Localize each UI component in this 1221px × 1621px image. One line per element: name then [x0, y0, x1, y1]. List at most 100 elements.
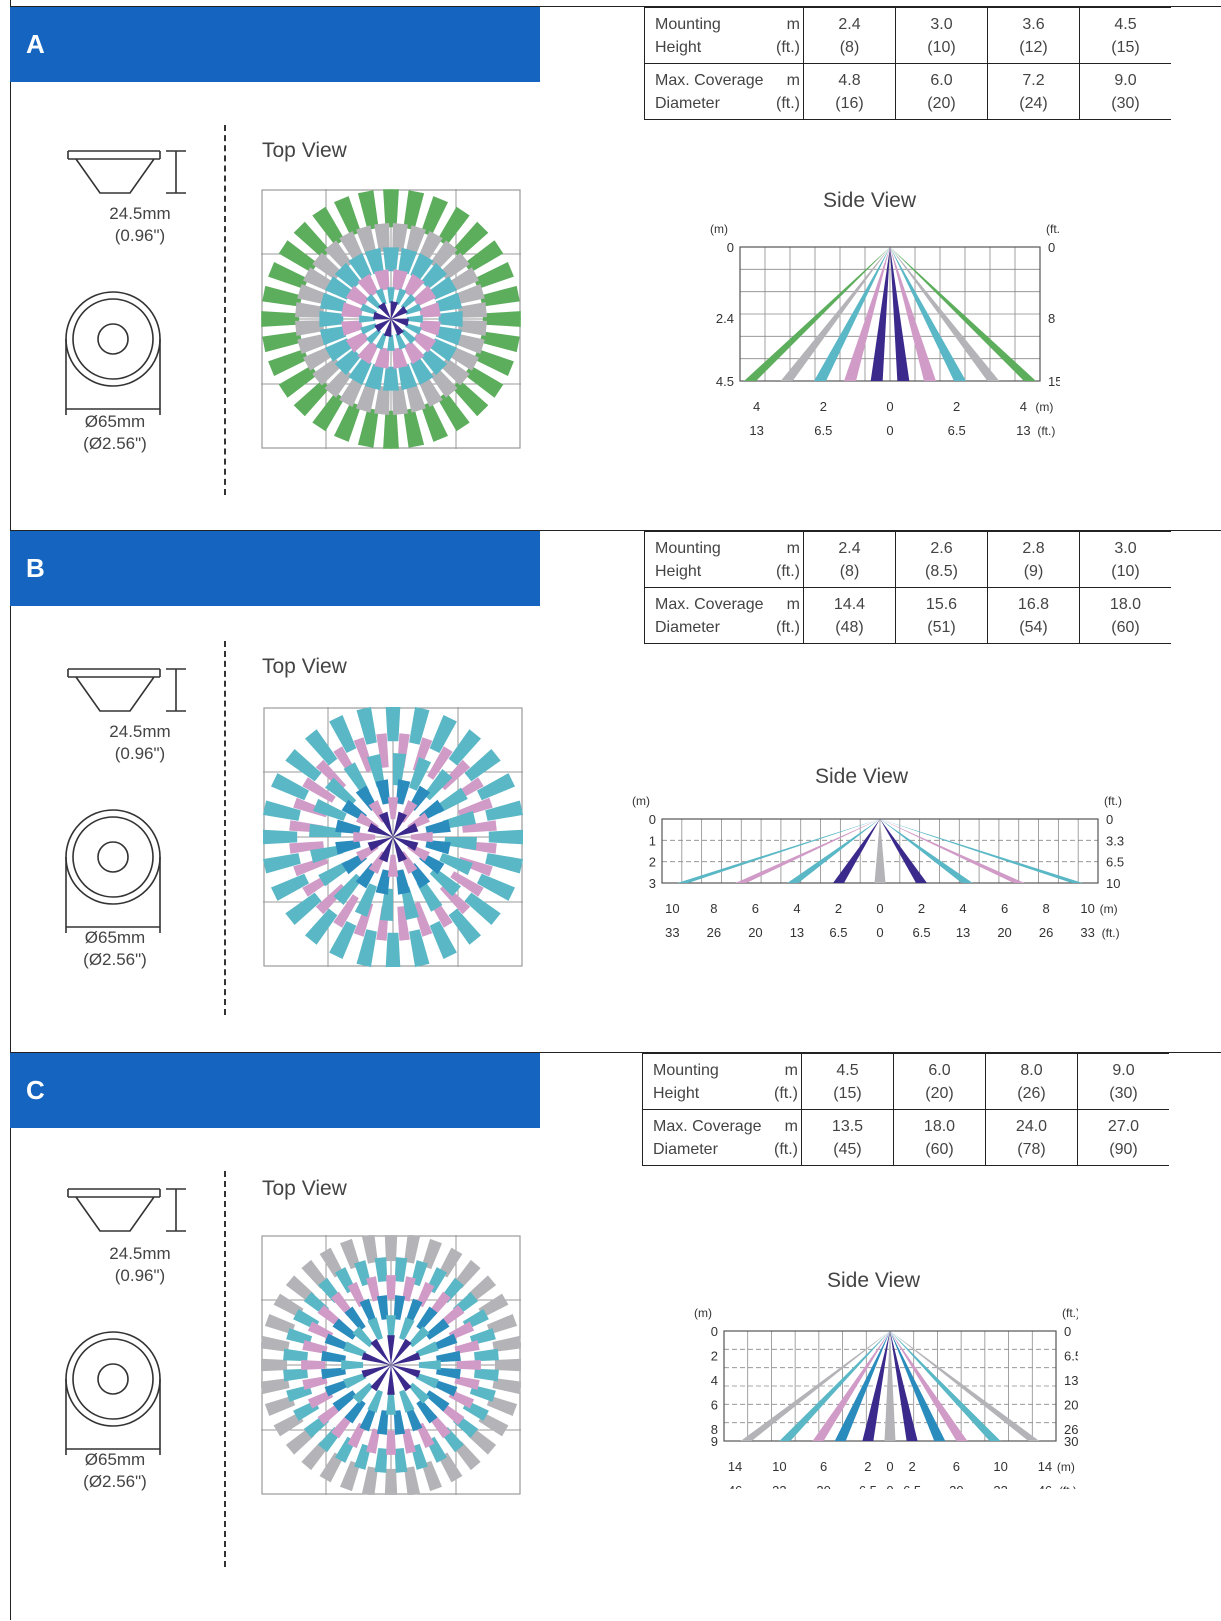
detection-zone [398, 247, 418, 275]
y-tick-label-right: 0 [1064, 1324, 1071, 1339]
detection-zone [347, 1281, 366, 1308]
detection-zone [477, 773, 515, 801]
x-tick-label-ft: 13 [956, 925, 970, 940]
detection-zone [415, 1373, 439, 1389]
detection-zone [440, 357, 470, 386]
detection-zone [391, 318, 409, 327]
detection-zone [403, 273, 425, 297]
detection-zone [319, 326, 347, 346]
y-tick-label-left: 0 [649, 812, 656, 827]
detection-zone [293, 380, 330, 417]
detection-zone [416, 1422, 435, 1449]
detection-beam [814, 247, 890, 381]
detection-zone [435, 787, 468, 814]
detection-zone [312, 252, 342, 281]
detection-zone-ring [261, 1235, 521, 1495]
detection-zone [262, 331, 302, 353]
detection-zone [404, 1235, 421, 1264]
detection-zone [268, 262, 309, 289]
detection-zone [273, 1412, 304, 1437]
detection-zone [356, 225, 377, 256]
detection-zone [473, 262, 514, 289]
table-cell: 2.4 (8) [803, 7, 896, 64]
section-b: B Mounting m Height (ft.) 2.4 (8) 2.6 (8.5) 2… [10, 530, 1221, 1055]
table-cell: 3.0 (10) [895, 7, 988, 64]
detection-zone [340, 1460, 361, 1492]
detection-beam [735, 819, 880, 883]
table-cell: 14.4 (48) [803, 587, 896, 644]
detection-zone [273, 1293, 304, 1318]
x-tick-label-ft: 0 [876, 925, 883, 940]
table-cell: 3.0 (10) [1079, 531, 1171, 588]
section-letter: C [26, 1075, 45, 1105]
detection-zone [400, 293, 417, 310]
detection-zone [448, 1321, 475, 1340]
detection-beam [874, 819, 886, 883]
section-banner: B [10, 531, 540, 606]
row-label: Mounting m Height (ft.) [644, 7, 804, 64]
detection-zone [343, 762, 370, 795]
x-tick-label-m: 2 [918, 901, 925, 916]
detection-zone [405, 382, 426, 413]
x-tick-label-m: 6 [1001, 901, 1008, 916]
detection-zone [348, 253, 372, 281]
row-label: Mounting m Height (ft.) [644, 531, 804, 588]
detection-zone [421, 1238, 442, 1270]
detection-zone [310, 845, 344, 863]
detection-zone [390, 301, 399, 319]
detection-zone [410, 253, 434, 281]
detection-zone [367, 1389, 383, 1413]
detection-zone-ring [309, 753, 477, 921]
detection-zone [301, 1441, 328, 1471]
lens-diameter-dimension: Ø65mm (Ø2.56") [83, 928, 147, 969]
x-tick-label-m: 0 [886, 1459, 893, 1474]
detection-zone [425, 819, 451, 834]
detection-zone [387, 1335, 395, 1365]
x-tick-label-m: 10 [993, 1459, 1007, 1474]
detection-zone [425, 1390, 450, 1412]
detection-zone [348, 357, 372, 385]
detection-zone [340, 1238, 361, 1270]
detection-zone [405, 303, 422, 315]
detection-zone [352, 1326, 374, 1348]
detection-zone [315, 759, 347, 791]
detection-zone [271, 773, 309, 801]
x-tick-label-ft: 13 [790, 925, 804, 940]
detection-zone [400, 328, 417, 345]
detection-zone [412, 901, 433, 937]
x-tick-label-ft: 33 [993, 1483, 1007, 1489]
section-a: A Mounting m Height (ft.) 2.4 (8) 3.0 (10) 3.… [10, 6, 1221, 533]
detection-zone [365, 293, 382, 310]
detection-zone-ring [321, 1295, 461, 1435]
table-cell: 2.8 (9) [987, 531, 1080, 588]
detection-zone [404, 1466, 421, 1495]
detection-zone [413, 285, 437, 307]
y-tick-label-right: 20 [1064, 1397, 1078, 1412]
x-tick-label-m: 10 [772, 1459, 786, 1474]
detection-zone [435, 292, 463, 312]
x-tick-label-m: 6 [820, 1459, 827, 1474]
detection-zone [384, 1235, 398, 1262]
detection-zone [307, 1390, 334, 1409]
detection-zone [421, 349, 448, 376]
detection-zone [364, 363, 384, 391]
detection-zone [454, 1259, 481, 1289]
detection-beam [780, 247, 890, 381]
detection-zone [325, 338, 353, 362]
detection-zone [394, 1257, 408, 1282]
detection-beam [862, 1331, 890, 1441]
detection-zone [418, 1360, 441, 1370]
detection-zone [432, 1333, 458, 1351]
detection-beam [890, 247, 1036, 381]
detection-zone [438, 311, 463, 327]
detection-zone [303, 267, 334, 292]
detection-zone [405, 323, 422, 335]
spec-table: Mounting m Height (ft.) 2.4 (8) 3.0 (10) 3.6(… [644, 7, 1171, 120]
table-cell: 7.2 (24) [987, 63, 1080, 120]
detection-beam [884, 1331, 896, 1441]
detection-zone [480, 285, 520, 307]
detection-zone [440, 1403, 465, 1425]
detection-zone [452, 380, 489, 417]
detection-zone [357, 341, 379, 365]
detection-zone [374, 347, 390, 369]
